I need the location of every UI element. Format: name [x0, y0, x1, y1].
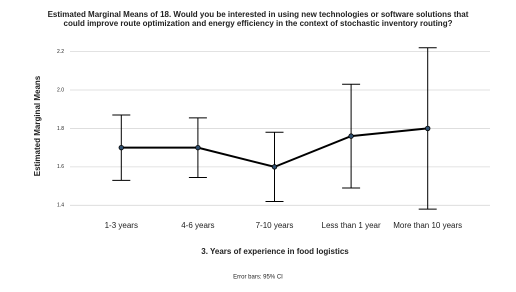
footnote: Error bars: 95% CI — [233, 275, 283, 281]
y-axis-label: Estimated Marginal Means — [33, 75, 42, 176]
x-tick-label: More than 10 years — [393, 221, 463, 230]
y-tick-label: 1.4 — [57, 203, 64, 209]
point — [271, 164, 278, 170]
point — [118, 144, 124, 151]
x-tick-label: Less than 1 year — [321, 221, 381, 230]
chart-title: Estimated Marginal Means of 18. Would yo… — [48, 10, 469, 19]
x-axis-label: 3. Years of experience in food logistics — [201, 247, 349, 256]
x-tick-label: 4-6 years — [181, 221, 215, 230]
chart-title: could improve route optimization and ene… — [64, 19, 453, 28]
y-tick-label: 1.6 — [57, 164, 64, 170]
point — [425, 125, 431, 132]
y-tick-label: 2.2 — [57, 49, 64, 55]
point — [195, 144, 201, 151]
x-tick-label: 7-10 years — [255, 221, 294, 230]
x-tick-label: 1-3 years — [104, 221, 138, 230]
y-tick-label: 1.8 — [57, 126, 64, 132]
point — [348, 133, 354, 139]
y-tick-label: 2.0 — [57, 87, 64, 93]
